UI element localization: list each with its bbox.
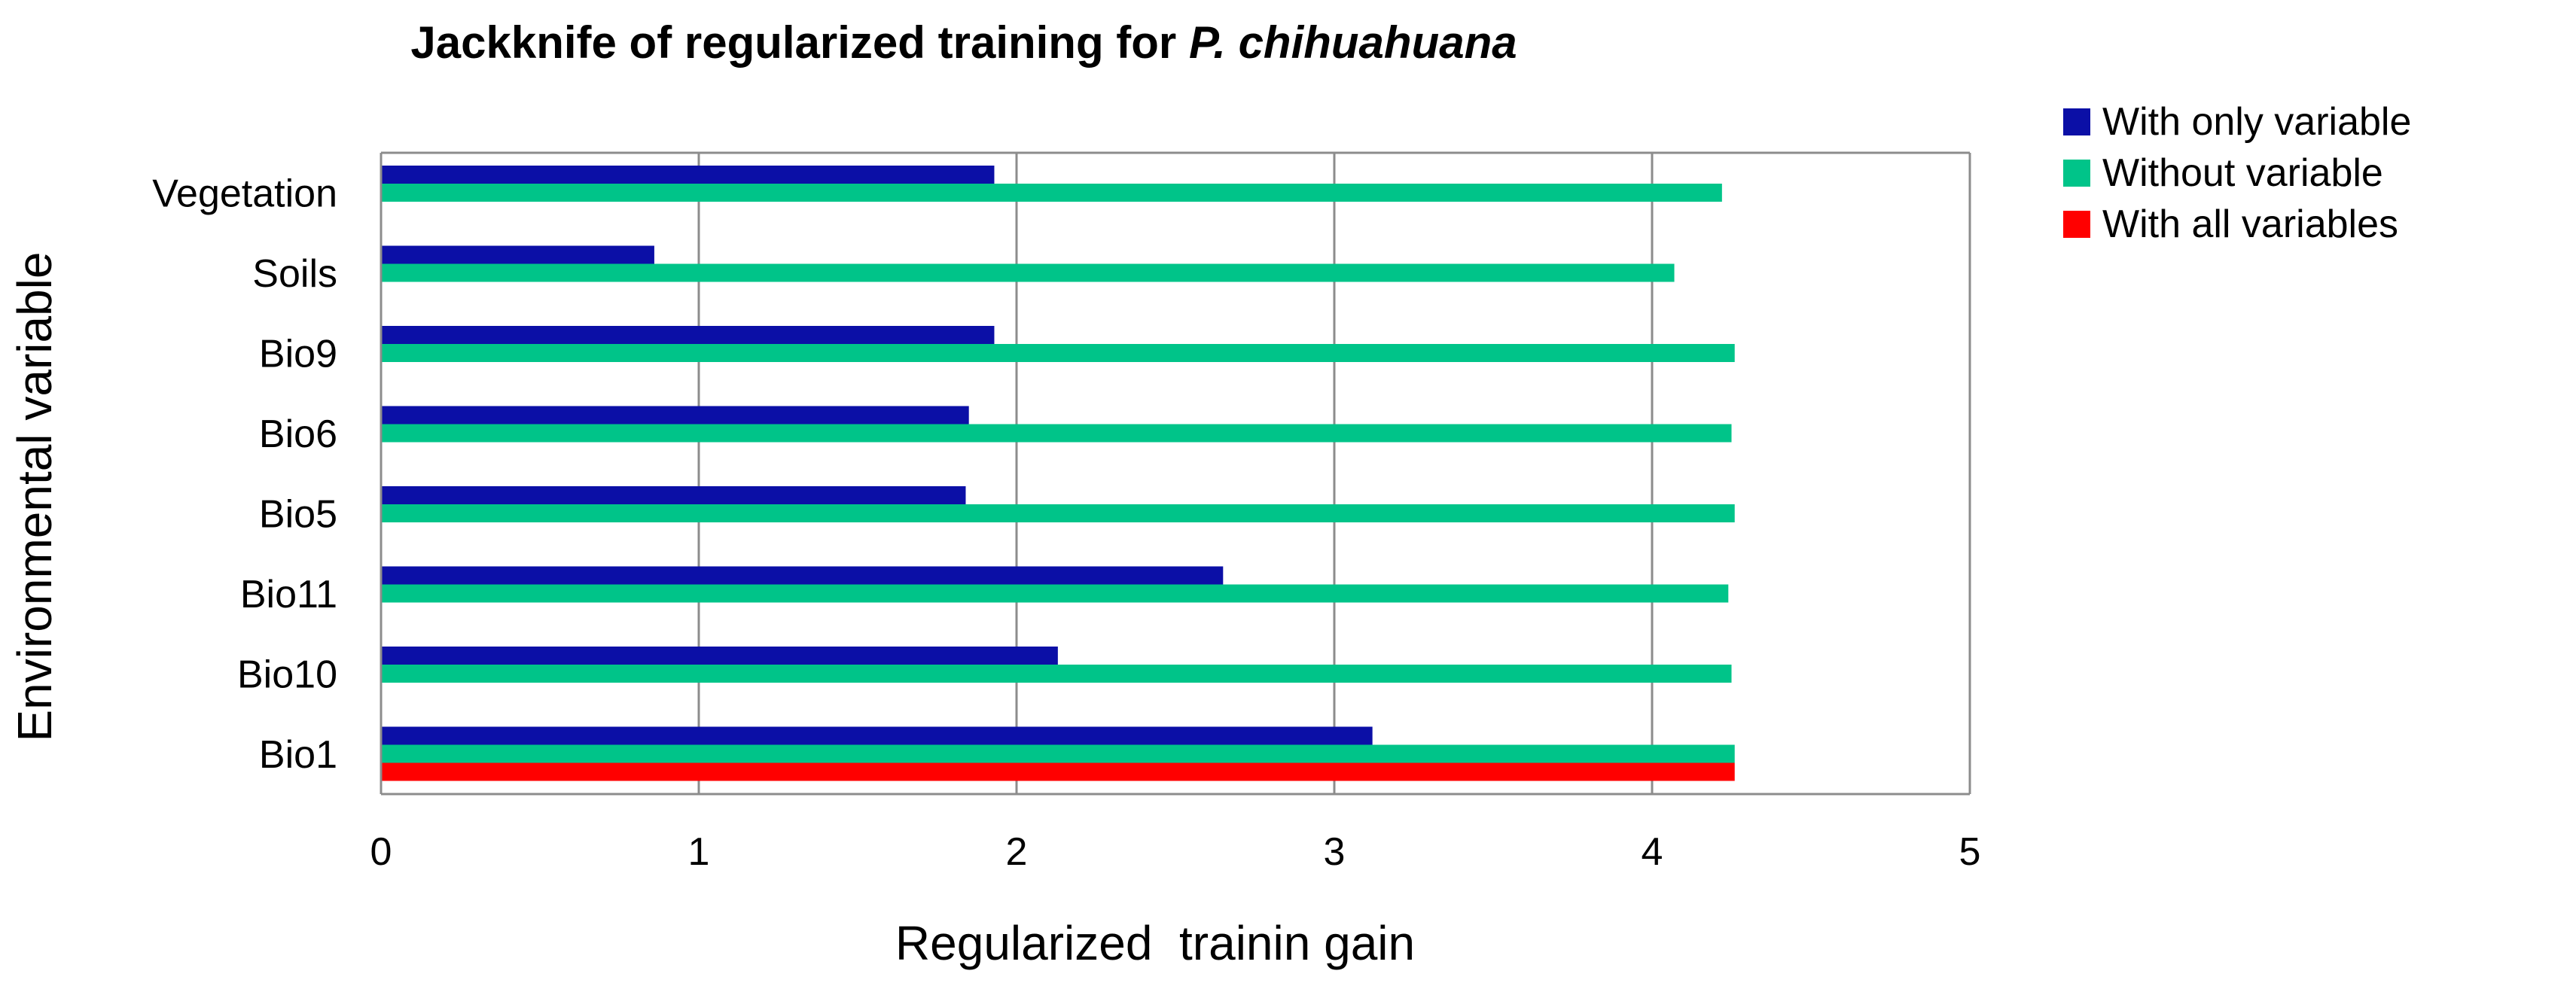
x-tick-label: 1 bbox=[688, 830, 710, 874]
x-tick-label: 3 bbox=[1324, 830, 1346, 874]
bar bbox=[381, 424, 1732, 443]
bar bbox=[381, 166, 995, 184]
x-tick-label: 4 bbox=[1642, 830, 1663, 874]
bar bbox=[381, 584, 1729, 603]
bar bbox=[381, 486, 966, 504]
bar bbox=[381, 647, 1058, 665]
bar bbox=[381, 344, 1735, 362]
legend-label: With all variables bbox=[2102, 202, 2399, 246]
bar bbox=[381, 326, 995, 344]
y-tick-label: Soils bbox=[252, 252, 337, 296]
bars bbox=[381, 166, 1735, 781]
chart-title-text: Jackknife of regularized training for bbox=[410, 17, 1177, 68]
y-tick-label: Bio11 bbox=[240, 573, 337, 616]
y-tick-label: Vegetation bbox=[152, 172, 337, 215]
bar bbox=[381, 406, 969, 425]
y-tick-label: Bio5 bbox=[259, 492, 337, 536]
x-tick-label: 5 bbox=[1959, 830, 1981, 874]
legend-swatch bbox=[2063, 160, 2090, 187]
y-tick-label: Bio6 bbox=[259, 412, 337, 456]
y-tick-label: Bio10 bbox=[237, 653, 337, 696]
legend-swatch bbox=[2063, 211, 2090, 238]
bar bbox=[381, 504, 1735, 522]
bar bbox=[381, 744, 1735, 763]
axes bbox=[380, 151, 1970, 796]
chart-title: Jackknife of regularized training for P.… bbox=[0, 17, 1928, 68]
x-tick-label: 2 bbox=[1006, 830, 1028, 874]
y-tick-label: Bio1 bbox=[259, 733, 337, 777]
legend-item: Without variable bbox=[2063, 148, 2411, 199]
x-tick-label: 0 bbox=[370, 830, 392, 874]
y-tick-labels: Vegetation Soils Bio9 Bio6 Bio5 Bio11 Bio10 Bio… bbox=[152, 172, 337, 777]
bar bbox=[381, 665, 1732, 683]
bar bbox=[381, 184, 1722, 202]
legend-swatch bbox=[2063, 108, 2090, 135]
bar bbox=[381, 762, 1735, 781]
legend-item: With all variables bbox=[2063, 199, 2411, 250]
x-tick-labels: 0 1 2 3 4 5 bbox=[370, 830, 1981, 874]
bar bbox=[381, 726, 1373, 745]
bar bbox=[381, 245, 654, 264]
legend-label: Without variable bbox=[2102, 151, 2383, 195]
legend-item: With only variable bbox=[2063, 96, 2411, 148]
legend-label: With only variable bbox=[2102, 100, 2412, 144]
bar bbox=[381, 263, 1675, 282]
x-axis-title: Regularized trainin gain bbox=[895, 916, 1415, 970]
bar bbox=[381, 566, 1224, 585]
chart-title-species: P. chihuahuana bbox=[1188, 17, 1517, 68]
gridlines bbox=[697, 153, 1971, 794]
y-axis-title: Environmental variable bbox=[8, 252, 62, 742]
legend: With only variable Without variable With a… bbox=[2063, 96, 2411, 250]
y-tick-label: Bio9 bbox=[259, 332, 337, 376]
